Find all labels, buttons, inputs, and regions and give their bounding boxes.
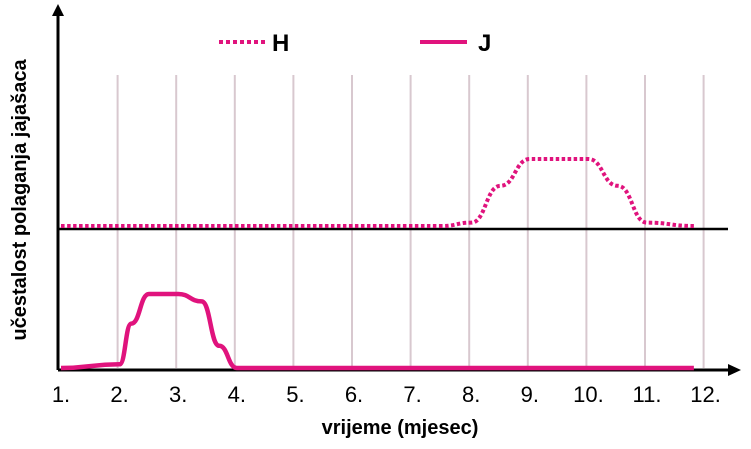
x-tick-label: 5. — [286, 382, 304, 407]
y-axis-label: učestalost polaganja jajašaca — [9, 59, 31, 341]
gridlines — [116, 75, 705, 368]
x-axis-arrow — [728, 364, 741, 376]
x-tick-label: 2. — [110, 382, 128, 407]
x-tick-label: 6. — [345, 382, 363, 407]
x-tick-labels: 1. 2. 3. 4. 5. 6. 7. 8. 9. 10. 11. 12. — [52, 382, 721, 407]
x-tick-label: 3. — [169, 382, 187, 407]
x-tick-label: 8. — [462, 382, 480, 407]
legend-label-j: J — [478, 30, 491, 57]
x-tick-label: 4. — [228, 382, 246, 407]
x-tick-label: 9. — [521, 382, 539, 407]
legend-label-h: H — [272, 30, 289, 57]
series-line-j — [60, 291, 694, 371]
series-lines — [60, 157, 694, 371]
x-axis-label: vrijeme (mjesec) — [322, 417, 479, 439]
legend: H J — [219, 30, 491, 57]
x-tick-label: 7. — [403, 382, 421, 407]
y-axis-arrow — [52, 4, 64, 16]
x-tick-label: 10. — [573, 382, 604, 407]
x-tick-label: 1. — [52, 382, 70, 407]
series-line-h — [61, 157, 694, 229]
x-tick-label: 11. — [633, 382, 662, 407]
x-tick-label: 12. — [690, 382, 721, 407]
